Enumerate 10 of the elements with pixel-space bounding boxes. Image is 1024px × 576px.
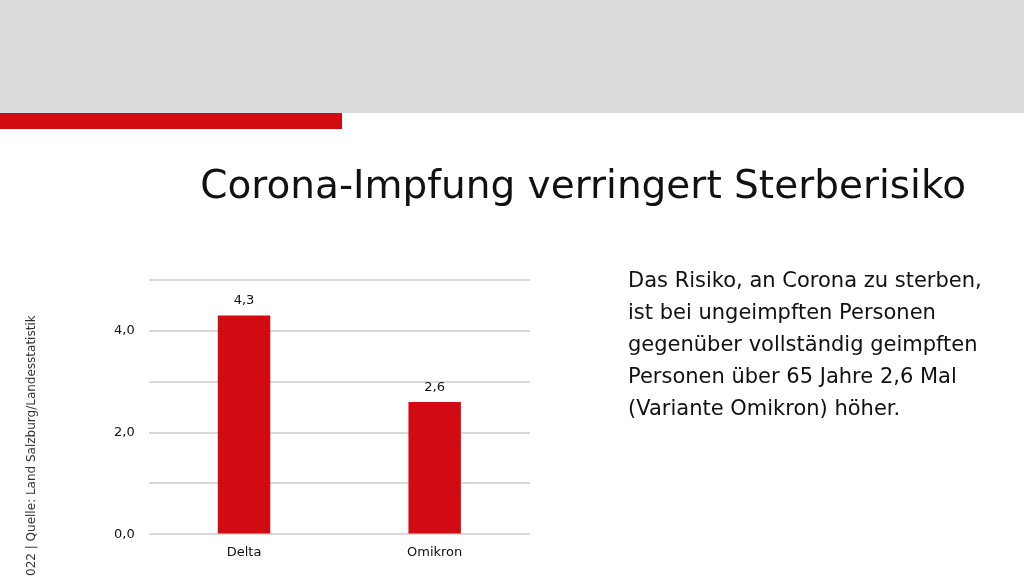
data-label: 2,6 <box>424 378 446 394</box>
y-tick-label: 0,0 <box>113 525 135 541</box>
x-tick-label: Delta <box>226 543 262 559</box>
chart-title: Corona-Impfung verringert Sterberisiko <box>200 162 966 207</box>
text: 022 | Quelle: Land Salzburg/Landesstatistik <box>24 315 38 576</box>
text: Das Risiko, an Corona zu sterben, ist bei ungeimpften Personen gegenüber vollständig geimpften Personen über 65 Jahre 2,6 Mal (Variante Omikron) höher. <box>628 267 983 422</box>
y-tick-label: 4,0 <box>113 322 135 338</box>
x-tick-label: Omikron <box>407 543 463 559</box>
data-label: 4,3 <box>233 292 255 308</box>
y-tick-label: 2,0 <box>113 423 135 439</box>
